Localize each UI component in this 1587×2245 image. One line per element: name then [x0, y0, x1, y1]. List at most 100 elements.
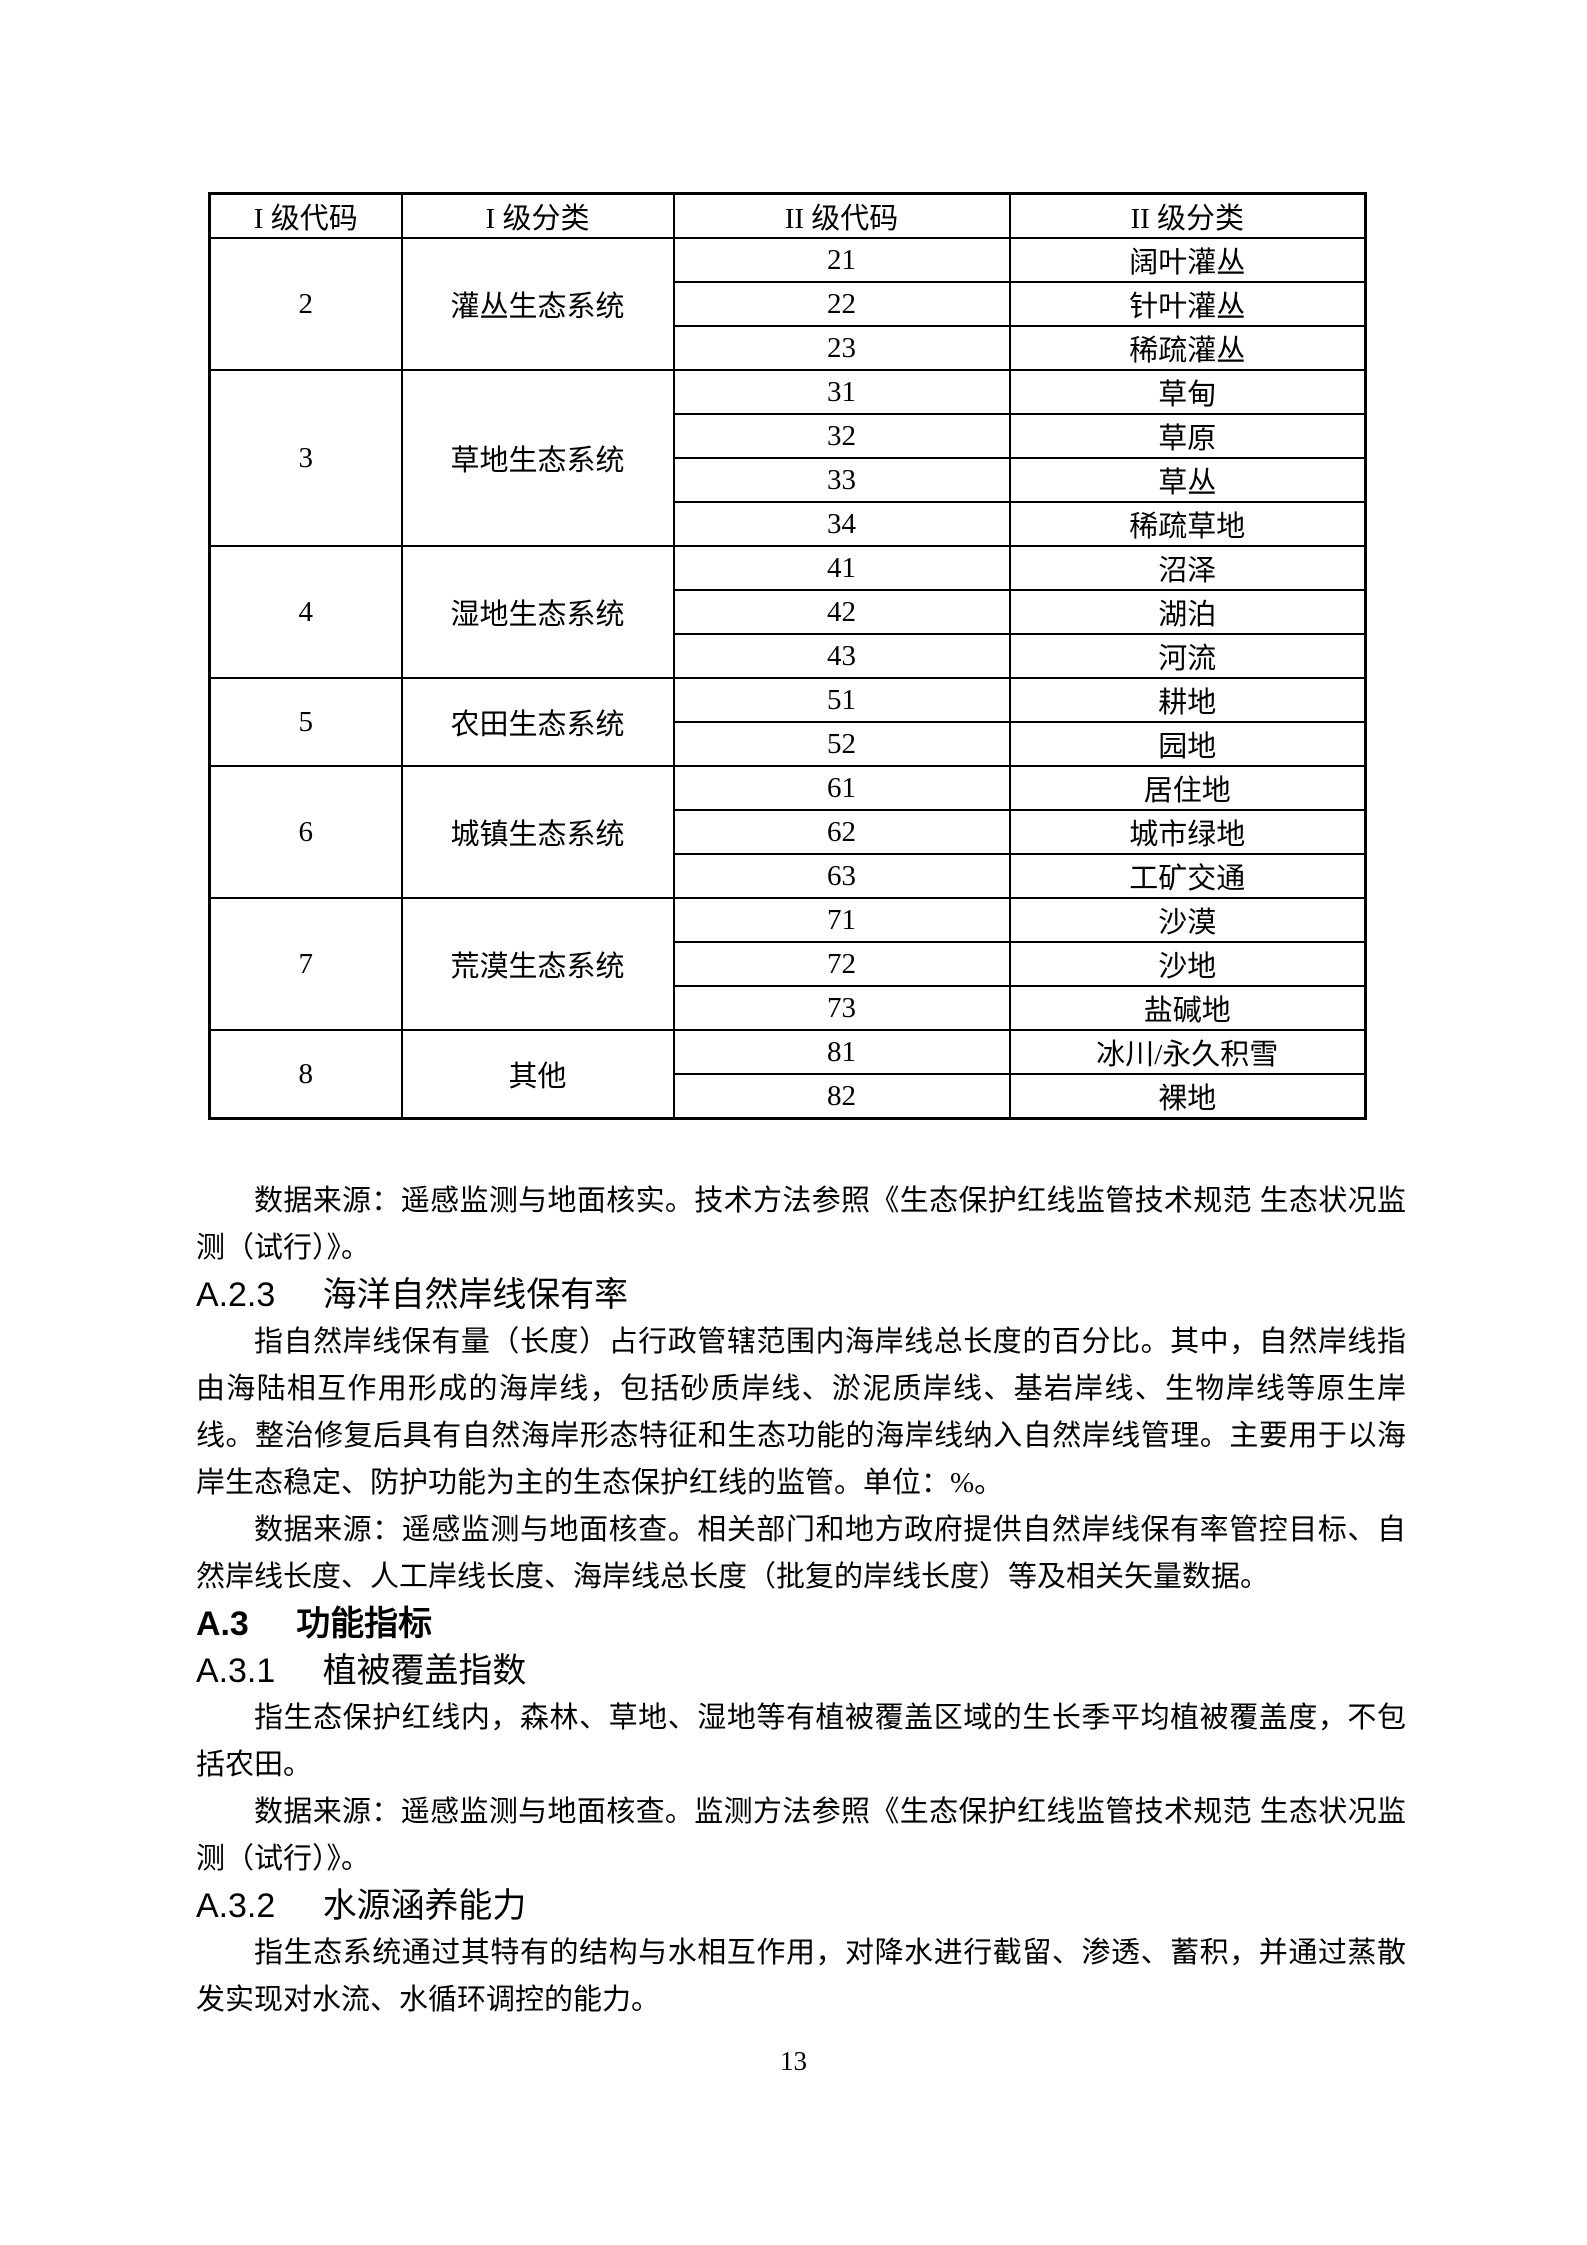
- table-row: 6 城镇生态系统 61 居住地: [208, 765, 1367, 899]
- table-row: 32 草原: [210, 413, 1367, 459]
- level1-code-cell: 2: [208, 237, 403, 371]
- heading-a-3-1: A.3.1 植被覆盖指数: [196, 1648, 1406, 1695]
- level2-class-cell: 城市绿地: [1008, 809, 1367, 855]
- level2-code-cell: 62: [672, 809, 1011, 855]
- level2-class-cell: 居住地: [1008, 765, 1367, 811]
- level1-code-cell: 4: [208, 545, 403, 679]
- paragraph-data-source-forest: 数据来源：遥感监测与地面核实。技术方法参照《生态保护红线监管技术规范 生态状况监…: [196, 1185, 1406, 1264]
- level2-code-cell: 32: [672, 413, 1011, 459]
- heading-a-2-3: A.2.3 海洋自然岸线保有率: [196, 1272, 1406, 1319]
- table-row: 82 裸地: [210, 1073, 1367, 1120]
- level1-class-cell: 湿地生态系统: [400, 545, 675, 679]
- table-row: 23 稀疏灌丛: [210, 325, 1367, 371]
- paragraph-a-3-1-data-source: 数据来源：遥感监测与地面核查。监测方法参照《生态保护红线监管技术规范 生态状况监…: [196, 1796, 1406, 1875]
- table-row: 5 农田生态系统 51 耕地: [208, 677, 1367, 767]
- level2-class-cell: 裸地: [1008, 1073, 1367, 1120]
- paragraph-a-2-3-definition: 指自然岸线保有量（长度）占行政管辖范围内海岸线总长度的百分比。其中，自然岸线指由…: [196, 1326, 1406, 1499]
- level2-class-cell: 园地: [1008, 721, 1367, 767]
- level2-code-cell: 23: [672, 325, 1011, 371]
- paragraph-a-2-3-data-source: 数据来源：遥感监测与地面核查。相关部门和地方政府提供自然岸线保有率管控目标、自然…: [196, 1514, 1406, 1593]
- level2-code-cell: 33: [672, 457, 1011, 503]
- level2-class-cell: 草原: [1008, 413, 1367, 459]
- level2-code-cell: 61: [672, 765, 1011, 811]
- heading-title: 海洋自然岸线保有率: [322, 1276, 629, 1314]
- table-row: 43 河流: [210, 633, 1367, 679]
- level1-code-cell: 8: [208, 1029, 403, 1120]
- level2-class-cell: 沼泽: [1008, 545, 1367, 591]
- table-row: 2 灌丛生态系统 21 阔叶灌丛: [208, 237, 1367, 371]
- level1-class-cell: 荒漠生态系统: [400, 897, 675, 1031]
- header-level2-code: II 级代码: [672, 192, 1011, 239]
- level2-class-cell: 沙漠: [1008, 897, 1367, 943]
- table-row: 62 城市绿地: [210, 809, 1367, 855]
- level1-code-cell: 7: [208, 897, 403, 1031]
- level2-code-cell: 71: [672, 897, 1011, 943]
- table-row: 7 荒漠生态系统 71 沙漠: [208, 897, 1367, 1031]
- header-level1-class: I 级分类: [400, 192, 675, 239]
- level2-code-cell: 31: [672, 369, 1011, 415]
- level2-code-cell: 21: [672, 237, 1011, 283]
- level2-class-cell: 盐碱地: [1008, 985, 1367, 1031]
- body-text: 数据来源：遥感监测与地面核实。技术方法参照《生态保护红线监管技术规范 生态状况监…: [196, 1178, 1406, 2024]
- table-row: 4 湿地生态系统 41 沼泽: [208, 545, 1367, 679]
- paragraph-a-3-1-definition: 指生态保护红线内，森林、草地、湿地等有植被覆盖区域的生长季平均植被覆盖度，不包括…: [196, 1702, 1406, 1781]
- level2-code-cell: 43: [672, 633, 1011, 679]
- header-level2-class: II 级分类: [1008, 192, 1367, 239]
- level2-code-cell: 22: [672, 281, 1011, 327]
- level2-code-cell: 42: [672, 589, 1011, 635]
- table-row: 72 沙地: [210, 941, 1367, 987]
- level2-class-cell: 草甸: [1008, 369, 1367, 415]
- heading-title: 水源涵养能力: [322, 1887, 527, 1925]
- classification-table-body: 2 灌丛生态系统 21 阔叶灌丛 22 针叶灌丛 23 稀疏灌丛 3 草地生态系统 31 草甸 32 草原…: [208, 237, 1367, 1120]
- level2-class-cell: 稀疏草地: [1008, 501, 1367, 547]
- level2-code-cell: 52: [672, 721, 1011, 767]
- level1-code-cell: 6: [208, 765, 403, 899]
- level1-class-cell: 草地生态系统: [400, 369, 675, 547]
- level2-code-cell: 41: [672, 545, 1011, 591]
- page-number: 13: [780, 2046, 807, 2076]
- table-row: 3 草地生态系统 31 草甸: [208, 369, 1367, 547]
- level1-class-cell: 灌丛生态系统: [400, 237, 675, 371]
- level2-class-cell: 针叶灌丛: [1008, 281, 1367, 327]
- level2-class-cell: 耕地: [1008, 677, 1367, 723]
- heading-a-3-2: A.3.2 水源涵养能力: [196, 1883, 1406, 1930]
- level2-class-cell: 冰川/永久积雪: [1008, 1029, 1367, 1075]
- level2-code-cell: 63: [672, 853, 1011, 899]
- table-row: 22 针叶灌丛: [210, 281, 1367, 327]
- heading-number: A.2.3: [196, 1276, 276, 1314]
- table-row: 34 稀疏草地: [210, 501, 1367, 547]
- header-level1-code: I 级代码: [208, 192, 403, 239]
- table-header-row: I 级代码 I 级分类 II 级代码 II 级分类: [208, 192, 1367, 239]
- level2-class-cell: 工矿交通: [1008, 853, 1367, 899]
- level2-code-cell: 73: [672, 985, 1011, 1031]
- level2-class-cell: 稀疏灌丛: [1008, 325, 1367, 371]
- table-row: 73 盐碱地: [210, 985, 1367, 1031]
- table-row: 63 工矿交通: [210, 853, 1367, 899]
- level2-code-cell: 34: [672, 501, 1011, 547]
- table-row: 52 园地: [210, 721, 1367, 767]
- classification-table: I 级代码 I 级分类 II 级代码 II 级分类 2 灌丛生态系统 21 阔叶灌丛 2…: [208, 192, 1367, 1120]
- table-row: 33 草丛: [210, 457, 1367, 503]
- table-row: 8 其他 81 冰川/永久积雪: [208, 1029, 1367, 1120]
- level2-class-cell: 沙地: [1008, 941, 1367, 987]
- heading-number: A.3: [196, 1605, 249, 1643]
- level2-class-cell: 草丛: [1008, 457, 1367, 503]
- heading-number: A.3.1: [196, 1652, 276, 1690]
- level2-code-cell: 82: [672, 1073, 1011, 1120]
- level2-class-cell: 湖泊: [1008, 589, 1367, 635]
- level2-code-cell: 72: [672, 941, 1011, 987]
- level1-class-cell: 其他: [400, 1029, 675, 1120]
- heading-number: A.3.2: [196, 1887, 276, 1925]
- level2-class-cell: 河流: [1008, 633, 1367, 679]
- heading-a-3: A.3 功能指标: [196, 1601, 1406, 1648]
- table-row: 42 湖泊: [210, 589, 1367, 635]
- level1-class-cell: 城镇生态系统: [400, 765, 675, 899]
- level1-code-cell: 3: [208, 369, 403, 547]
- level2-class-cell: 阔叶灌丛: [1008, 237, 1367, 283]
- heading-title: 植被覆盖指数: [322, 1652, 527, 1690]
- level1-class-cell: 农田生态系统: [400, 677, 675, 767]
- heading-title: 功能指标: [296, 1605, 432, 1643]
- level2-code-cell: 51: [672, 677, 1011, 723]
- level2-code-cell: 81: [672, 1029, 1011, 1075]
